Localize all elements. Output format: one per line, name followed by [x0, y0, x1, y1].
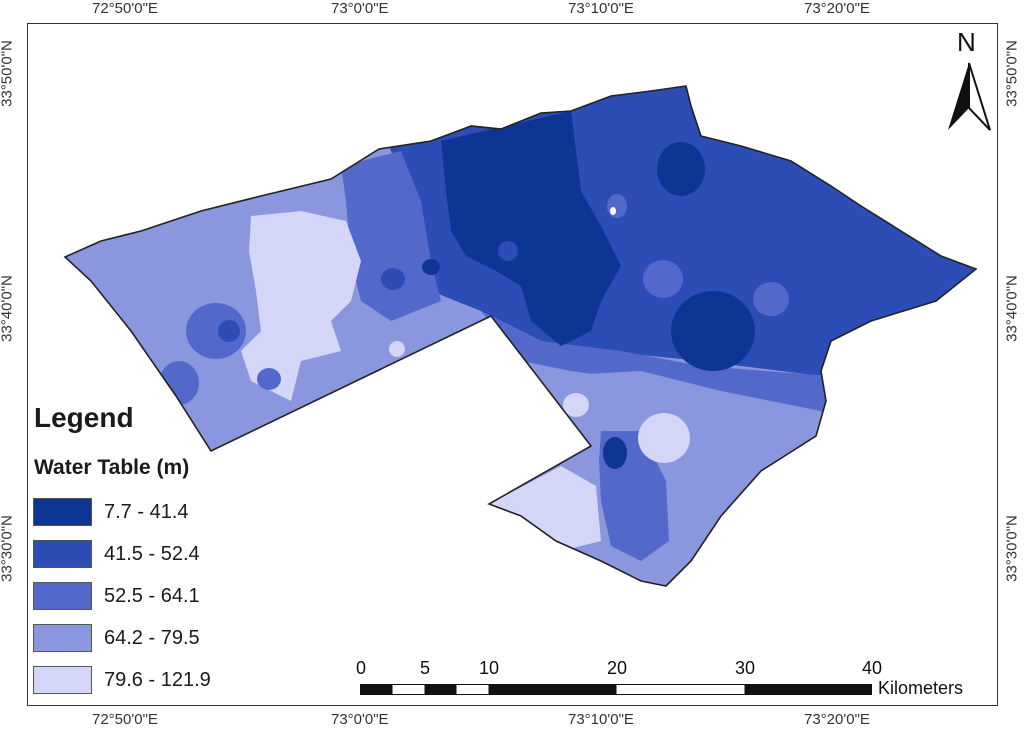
scale-tick-label: 40	[861, 658, 883, 678]
water-table-map	[63, 85, 978, 587]
left-lat-label: 33°30'0"N	[0, 515, 16, 582]
bottom-lon-label: 73°20'0"E	[804, 711, 870, 728]
right-lat-label: 33°30'0"N	[1003, 515, 1021, 582]
legend-label: 64.2 - 79.5	[104, 626, 200, 649]
left-lat-label: 33°50'0"N	[0, 40, 16, 107]
bottom-lon-label: 73°0'0"E	[331, 711, 389, 728]
top-lon-label: 73°10'0"E	[568, 0, 634, 17]
zone-79-121-west	[241, 211, 361, 401]
scale-tick-label: 30	[734, 658, 756, 678]
district-boundary	[63, 85, 978, 587]
zone-7-41-east	[671, 291, 755, 371]
north-label: N	[957, 27, 976, 57]
legend-label: 41.5 - 52.4	[104, 542, 200, 565]
bottom-lon-label: 72°50'0"E	[92, 711, 158, 728]
legend-swatch	[33, 582, 92, 610]
legend-subtitle: Water Table (m)	[34, 456, 190, 479]
legend-item: 52.5 - 64.1	[33, 581, 200, 611]
zone-79-121-south	[489, 466, 601, 551]
legend-item: 41.5 - 52.4	[33, 539, 200, 569]
top-lon-label: 73°0'0"E	[331, 0, 389, 17]
map-frame	[27, 23, 998, 706]
legend-item: 79.6 - 121.9	[33, 665, 211, 695]
legend-label: 7.7 - 41.4	[104, 500, 189, 523]
bottom-lon-label: 73°10'0"E	[568, 711, 634, 728]
legend-item: 7.7 - 41.4	[33, 497, 189, 527]
scale-tick-label: 0	[355, 658, 367, 678]
right-lat-label: 33°50'0"N	[1003, 40, 1021, 107]
scale-tick-label: 20	[606, 658, 628, 678]
legend-title: Legend	[34, 402, 134, 433]
scale-unit-label: Kilometers	[878, 678, 964, 698]
legend-swatch	[33, 624, 92, 652]
zone-52-64-west	[341, 151, 441, 321]
right-lat-label: 33°40'0"N	[1003, 275, 1021, 342]
legend-label: 79.6 - 121.9	[104, 668, 211, 691]
left-lat-label: 33°40'0"N	[0, 275, 16, 342]
top-lon-label: 72°50'0"E	[92, 0, 158, 17]
scale-bar	[360, 684, 872, 695]
legend-item: 64.2 - 79.5	[33, 623, 200, 653]
scale-tick-label: 10	[478, 658, 500, 678]
legend-swatch	[33, 540, 92, 568]
zone-7-41-core	[441, 111, 621, 346]
scale-tick-label: 5	[419, 658, 431, 678]
legend-swatch	[33, 498, 92, 526]
zone-7-41-north	[657, 142, 705, 196]
top-lon-label: 73°20'0"E	[804, 0, 870, 17]
north-arrow-icon	[948, 62, 991, 131]
legend-swatch	[33, 666, 92, 694]
legend-label: 52.5 - 64.1	[104, 584, 200, 607]
